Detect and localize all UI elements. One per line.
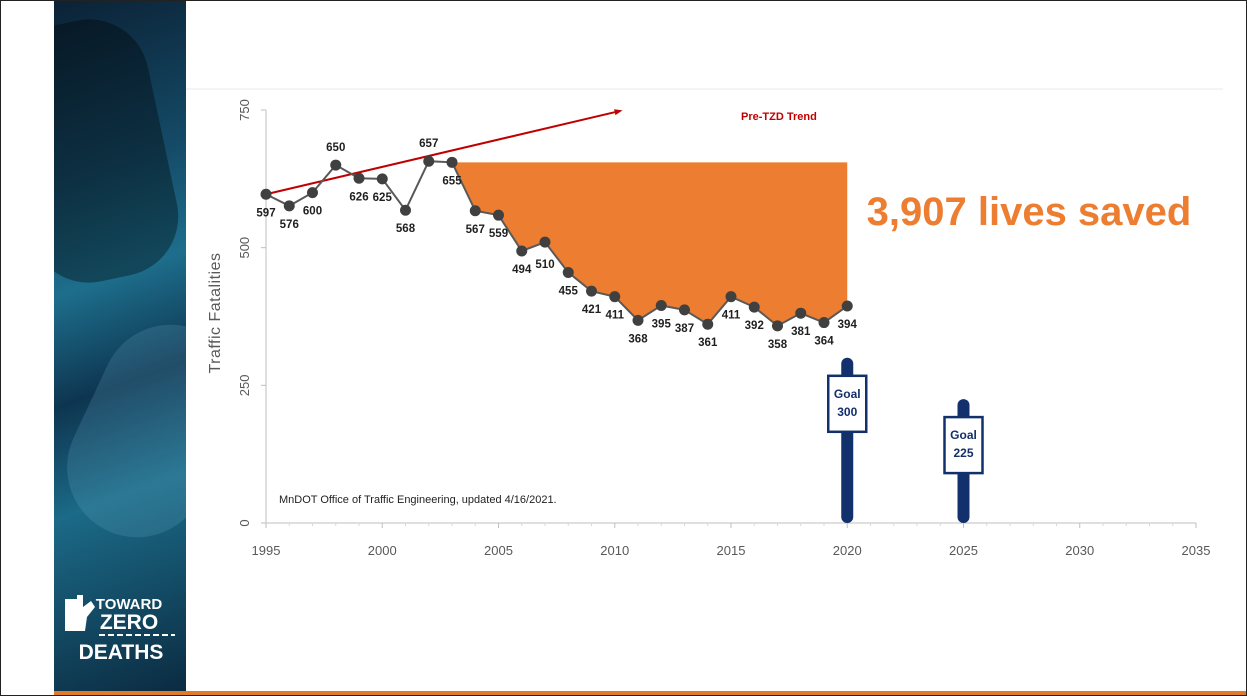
data-point (562, 266, 574, 278)
goal-sign-label: Goal (834, 387, 861, 401)
data-label: 494 (512, 264, 532, 276)
data-label: 655 (442, 175, 462, 187)
trend-line (265, 111, 615, 196)
data-point (772, 320, 783, 332)
data-label: 657 (419, 138, 438, 150)
goal-sign-label: Goal (950, 428, 977, 442)
data-label: 576 (280, 219, 299, 231)
data-point (469, 205, 481, 217)
y-tick-label: 750 (237, 99, 252, 121)
goal-sign (943, 415, 984, 475)
lives-saved-area (452, 162, 848, 326)
data-point (795, 307, 807, 319)
toward-zero-deaths-logo: TOWARD ZERO DEATHS (65, 595, 175, 664)
lives-saved-label: 3,907 lives saved (867, 190, 1192, 234)
data-point (586, 285, 597, 297)
sidebar-photo (54, 1, 186, 695)
logo-line3: DEATHS (79, 641, 164, 664)
x-tick-label: 2010 (600, 543, 629, 558)
data-label: 600 (303, 206, 322, 218)
data-label: 597 (256, 207, 275, 219)
x-tick-label: 2030 (1065, 543, 1094, 558)
x-tick-label: 2000 (368, 543, 397, 558)
footer-accent-bar (54, 691, 1246, 695)
goal-signs: Goal 300 Goal 225 (827, 357, 984, 523)
y-tick-label: 500 (237, 237, 252, 259)
data-label: 559 (489, 228, 508, 240)
data-point (307, 187, 318, 199)
x-tick-label: 2020 (833, 543, 862, 558)
data-point (702, 318, 714, 330)
data-label: 368 (628, 333, 648, 345)
goal-sign-value: 300 (837, 405, 857, 419)
x-tick-label: 2015 (717, 543, 746, 558)
minnesota-state-icon (65, 595, 95, 631)
goal-sign (827, 374, 868, 434)
data-label: 510 (535, 259, 554, 271)
data-label: 411 (605, 310, 624, 322)
data-point (330, 159, 342, 171)
y-axis-label: Traffic Fatalities (207, 252, 224, 373)
data-label: 394 (838, 319, 858, 331)
data-label: 650 (326, 142, 345, 154)
data-point (493, 209, 504, 221)
data-label: 387 (675, 323, 694, 335)
data-point (748, 301, 760, 313)
data-label: 567 (466, 224, 485, 236)
x-tick-label: 2035 (1182, 543, 1211, 558)
data-point (516, 245, 528, 257)
data-label: 364 (814, 336, 834, 348)
data-label: 568 (396, 223, 416, 235)
data-label: 625 (373, 192, 393, 204)
data-label: 361 (698, 337, 718, 349)
x-tick-label: 2025 (949, 543, 978, 558)
y-tick-label: 0 (237, 519, 252, 526)
x-tick-label: 2005 (484, 543, 513, 558)
trend-arrowhead (614, 109, 623, 116)
data-label: 626 (349, 191, 368, 203)
data-point (376, 173, 388, 185)
goal-sign-value: 225 (953, 446, 973, 460)
data-label: 381 (791, 326, 811, 338)
data-point (283, 200, 295, 212)
data-point (818, 317, 830, 329)
axes: 1995 2000 2005 2010 2015 2020 2025 2030 2035 0 250… (237, 99, 1210, 558)
data-label: 395 (652, 318, 672, 330)
data-point (609, 291, 621, 303)
data-label: 392 (745, 320, 764, 332)
x-tick-label: 1995 (252, 543, 281, 558)
logo-line2: ZERO (100, 611, 158, 634)
data-point (725, 291, 737, 303)
trend-label: Pre-TZD Trend (741, 111, 817, 123)
data-label: 421 (582, 304, 602, 316)
fatality-series: 597 576 600 650 626 625 568 657 655 567 559 494 510 4… (256, 138, 857, 351)
data-point (679, 304, 690, 316)
data-label: 411 (722, 310, 741, 322)
data-label: 455 (559, 285, 579, 297)
data-point (632, 314, 644, 326)
pre-tzd-trend (265, 109, 623, 196)
data-point (655, 299, 667, 311)
data-point (260, 188, 272, 200)
source-note: MnDOT Office of Traffic Engineering, upd… (279, 494, 557, 506)
data-point (423, 155, 435, 167)
logo-line1: TOWARD (96, 596, 163, 613)
data-point (353, 172, 365, 184)
data-point (446, 156, 458, 168)
data-label: 358 (768, 339, 788, 351)
data-point (400, 204, 411, 216)
y-tick-label: 250 (237, 374, 252, 396)
data-point (841, 300, 853, 312)
lives-saved-polygon (452, 162, 848, 326)
data-point (539, 236, 551, 248)
